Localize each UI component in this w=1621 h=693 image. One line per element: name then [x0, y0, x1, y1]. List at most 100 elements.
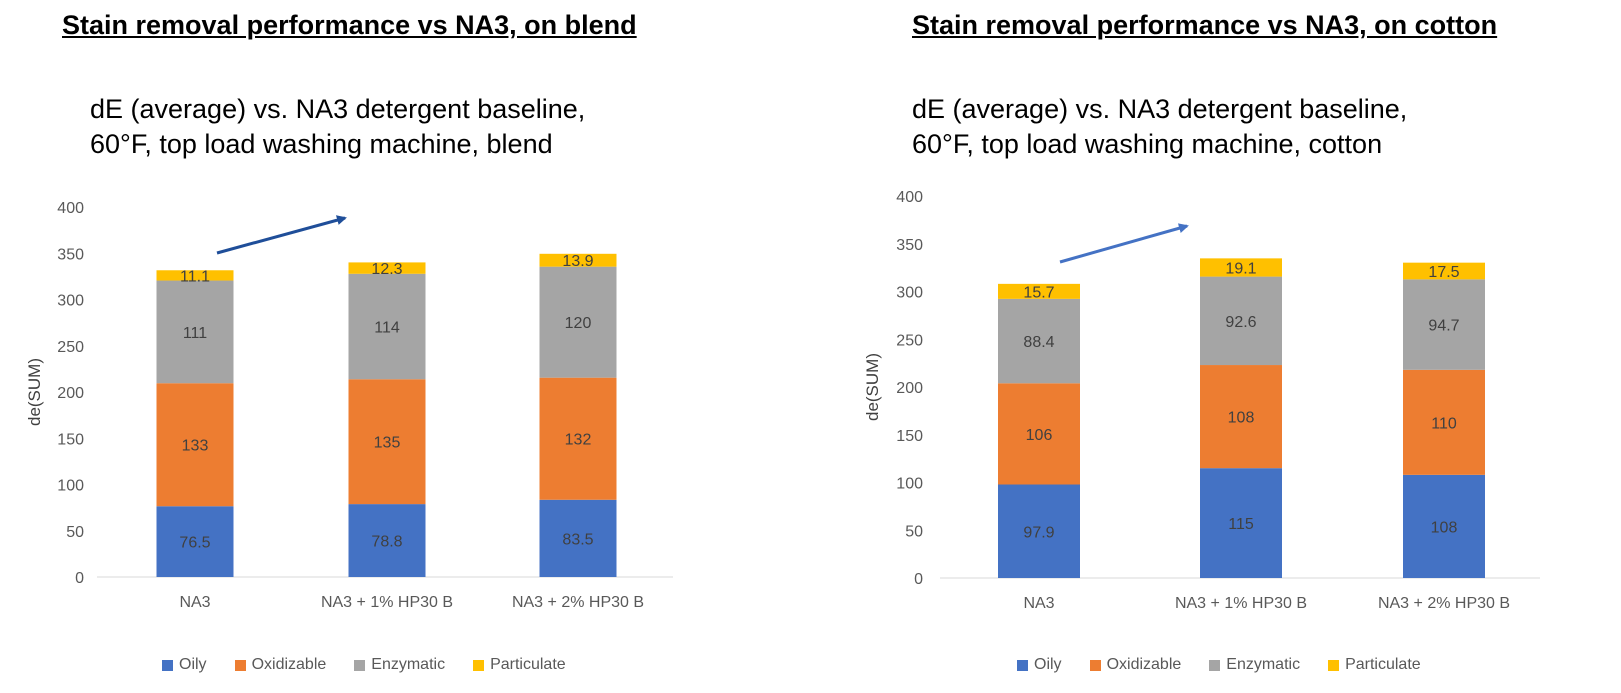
x-category-label: NA3	[179, 594, 210, 611]
legend-label: Particulate	[1345, 656, 1421, 673]
legend-item-enzymatic: Enzymatic	[1209, 656, 1300, 674]
y-axis-title: de(SUM)	[863, 353, 882, 421]
subtitle-line-2: 60°F, top load washing machine, blend	[90, 129, 553, 159]
data-label: 132	[565, 432, 592, 449]
data-label: 133	[182, 438, 209, 455]
y-tick-label: 0	[75, 570, 84, 587]
y-tick-label: 150	[896, 428, 923, 445]
bar-segment-enzymatic	[1200, 276, 1282, 366]
subtitle-line-1: dE (average) vs. NA3 detergent baseline,	[912, 94, 1408, 124]
y-tick-label: 300	[57, 293, 84, 310]
data-label: 76.5	[179, 535, 210, 552]
legend-swatch	[1209, 659, 1221, 671]
y-tick-label: 350	[57, 246, 84, 263]
legend-label: Enzymatic	[1226, 656, 1301, 673]
x-category-label: NA3 + 1% HP30 B	[321, 594, 453, 611]
y-tick-label: 400	[896, 189, 923, 206]
bar-segment-oxidizable	[156, 383, 234, 507]
legend-item-oxidizable: Oxidizable	[1089, 656, 1181, 674]
data-label: 88.4	[1023, 334, 1054, 351]
bar-segment-oxidizable	[1200, 365, 1282, 469]
y-tick-label: 0	[914, 571, 923, 588]
data-label: 19.1	[1225, 260, 1256, 277]
legend-item-oily: Oily	[1017, 656, 1062, 674]
y-tick-label: 50	[66, 524, 84, 541]
legend-swatch	[1089, 659, 1101, 671]
legend-label: Oily	[1034, 656, 1062, 673]
data-label: 11.1	[180, 268, 210, 285]
y-tick-label: 250	[57, 339, 84, 356]
bar-segment-oily	[1200, 468, 1282, 578]
bar-segment-particulate	[1200, 258, 1282, 277]
y-tick-label: 300	[896, 285, 923, 302]
y-tick-label: 50	[905, 523, 923, 540]
bar-segment-enzymatic	[539, 266, 617, 378]
subtitle-line-2: 60°F, top load washing machine, cotton	[912, 129, 1383, 159]
data-label: 110	[1431, 415, 1457, 432]
data-label: 106	[1026, 427, 1053, 444]
data-label: 114	[374, 320, 400, 337]
legend-label: Particulate	[490, 656, 566, 673]
x-category-label: NA3 + 2% HP30 B	[1378, 595, 1510, 612]
legend-item-enzymatic: Enzymatic	[354, 656, 445, 674]
bar-segment-oily	[1403, 474, 1485, 578]
y-axis-title: de(SUM)	[25, 358, 44, 426]
data-label: 115	[1228, 516, 1254, 533]
legend-swatch	[234, 659, 246, 671]
stacked-bar-chart-blend: 0 50 100 150 200 250 300 350 400 de(SUM) 76.5 133 11…	[25, 200, 673, 611]
legend-swatch	[354, 659, 366, 671]
subtitle-line-1: dE (average) vs. NA3 detergent baseline,	[90, 94, 586, 124]
chart-legend: Oily Oxidizable Enzymatic Particulate	[162, 656, 566, 674]
chart-panel-blend: Stain removal performance vs NA3, on ble…	[0, 0, 800, 693]
bar-segment-particulate	[156, 270, 234, 281]
trend-arrow-icon	[1059, 223, 1189, 264]
bar-segment-particulate	[348, 262, 426, 274]
y-tick-label: 400	[57, 200, 84, 217]
bar-segment-particulate	[998, 283, 1080, 299]
x-category-label: NA3	[1023, 595, 1054, 612]
chart-subtitle: dE (average) vs. NA3 detergent baseline,…	[90, 92, 585, 162]
data-label: 13.9	[562, 253, 593, 270]
legend-label: Enzymatic	[371, 656, 446, 673]
legend-item-particulate: Particulate	[1328, 656, 1421, 674]
bar-segment-oily	[998, 484, 1080, 578]
y-tick-label: 200	[57, 385, 84, 402]
y-tick-label: 100	[57, 478, 84, 495]
legend-label: Oxidizable	[251, 656, 327, 673]
legend-label: Oily	[179, 656, 207, 673]
data-label: 15.7	[1023, 284, 1054, 301]
bar-segment-enzymatic	[998, 298, 1080, 384]
chart-legend: Oily Oxidizable Enzymatic Particulate	[1017, 656, 1421, 674]
stacked-bar-chart-cotton: 0 50 100 150 200 250 300 350 400 de(SUM) 97.9 106 88…	[863, 189, 1540, 612]
data-label: 17.5	[1428, 264, 1459, 281]
bar-segment-particulate	[1403, 262, 1485, 280]
bar-segment-oily	[156, 506, 234, 577]
data-label: 92.6	[1225, 314, 1256, 331]
chart-panel-cotton: Stain removal performance vs NA3, on cot…	[820, 0, 1620, 693]
trend-arrow-icon	[216, 215, 347, 255]
data-label: 111	[183, 325, 207, 342]
data-label: 78.8	[371, 534, 402, 551]
bar-segment-oxidizable	[1403, 369, 1485, 475]
data-label: 120	[565, 315, 592, 332]
data-label: 108	[1228, 410, 1255, 427]
bar-segment-oxidizable	[998, 383, 1080, 485]
legend-swatch	[1328, 659, 1340, 671]
bar-segment-oily	[348, 504, 426, 577]
legend-item-oily: Oily	[162, 656, 207, 674]
bar-segment-particulate	[539, 253, 617, 267]
bar-segment-enzymatic	[156, 280, 234, 384]
bar-segment-enzymatic	[348, 273, 426, 380]
y-tick-label: 100	[896, 476, 923, 493]
legend-item-oxidizable: Oxidizable	[234, 656, 327, 674]
data-label: 83.5	[562, 531, 593, 548]
data-label: 12.3	[371, 261, 402, 278]
bar-segment-enzymatic	[1403, 279, 1485, 370]
bar-segment-oily	[539, 499, 617, 577]
y-tick-label: 150	[57, 431, 84, 448]
chart-heading: Stain removal performance vs NA3, on ble…	[62, 10, 637, 40]
chart-heading: Stain removal performance vs NA3, on cot…	[912, 10, 1498, 40]
legend-swatch	[162, 659, 173, 671]
chart-subtitle: dE (average) vs. NA3 detergent baseline,…	[912, 92, 1407, 162]
legend-item-particulate: Particulate	[473, 656, 566, 674]
